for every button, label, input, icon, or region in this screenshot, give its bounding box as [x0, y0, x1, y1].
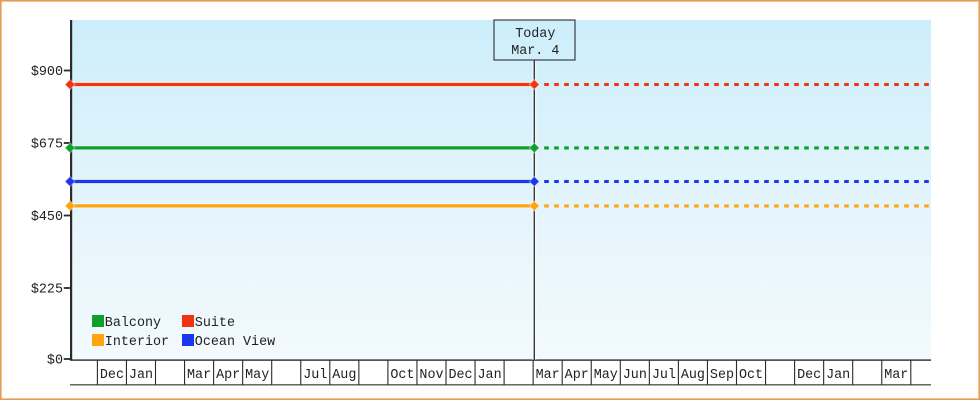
svg-text:Mar: Mar — [187, 368, 211, 383]
svg-text:$675: $675 — [31, 138, 63, 153]
svg-text:Dec: Dec — [100, 368, 124, 383]
svg-text:Sep: Sep — [710, 368, 734, 383]
svg-text:Mar: Mar — [536, 368, 560, 383]
svg-text:$450: $450 — [31, 210, 63, 225]
svg-text:Dec: Dec — [448, 368, 472, 383]
svg-text:May: May — [594, 368, 618, 383]
svg-text:May: May — [245, 368, 269, 383]
svg-text:Mar. 4: Mar. 4 — [511, 44, 559, 59]
svg-text:Suite: Suite — [195, 316, 235, 331]
svg-text:Interior: Interior — [105, 335, 169, 350]
svg-text:Apr: Apr — [216, 368, 240, 383]
svg-text:Aug: Aug — [681, 368, 705, 383]
svg-text:Jun: Jun — [623, 368, 647, 383]
svg-text:Jul: Jul — [652, 368, 676, 383]
svg-text:Dec: Dec — [797, 368, 821, 383]
svg-text:Oct: Oct — [390, 368, 414, 383]
svg-text:Today: Today — [515, 27, 555, 42]
svg-text:Jul: Jul — [303, 368, 327, 383]
svg-text:Aug: Aug — [332, 368, 356, 383]
svg-text:Balcony: Balcony — [105, 316, 161, 331]
svg-text:$225: $225 — [31, 283, 63, 298]
svg-text:$0: $0 — [47, 354, 63, 369]
svg-text:$900: $900 — [31, 65, 63, 80]
svg-text:Jan: Jan — [129, 368, 153, 383]
svg-text:Nov: Nov — [419, 368, 443, 383]
svg-text:Ocean View: Ocean View — [195, 335, 275, 350]
svg-text:Apr: Apr — [565, 368, 589, 383]
svg-text:Jan: Jan — [826, 368, 850, 383]
svg-text:Mar: Mar — [884, 368, 908, 383]
svg-text:Jan: Jan — [478, 368, 502, 383]
svg-text:Oct: Oct — [739, 368, 763, 383]
